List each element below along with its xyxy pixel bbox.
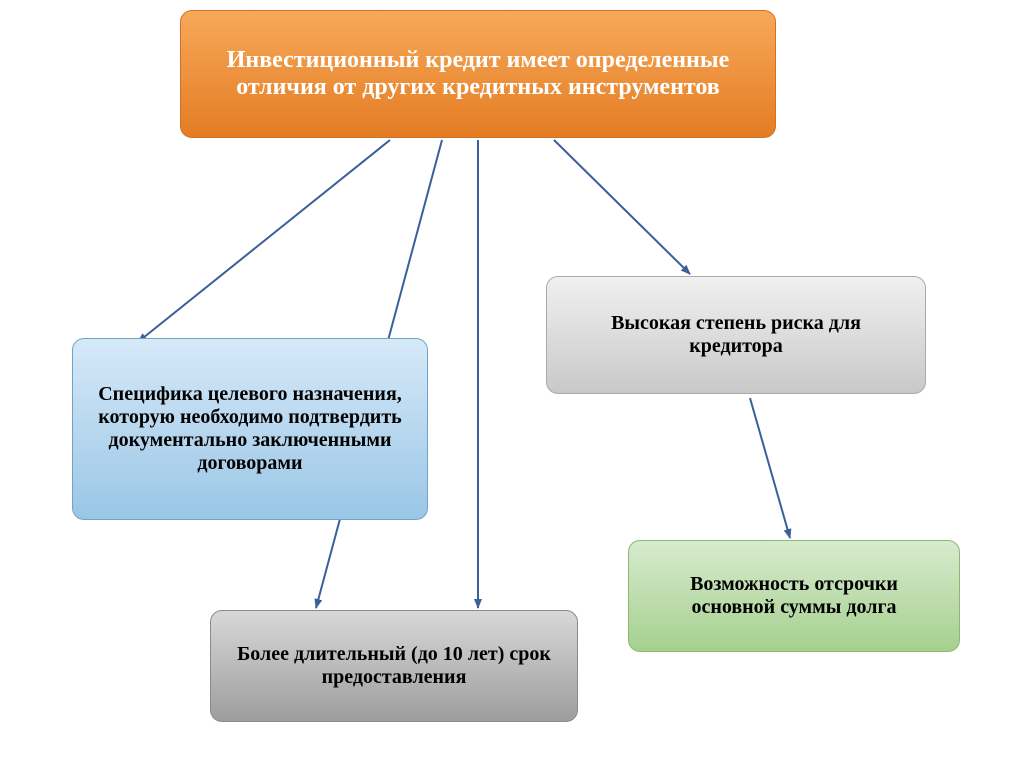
blue-node-text: Специфика целевого назначения, которую н… — [91, 383, 409, 475]
blue-node: Специфика целевого назначения, которую н… — [72, 338, 428, 520]
grey-top-node: Высокая степень риска для кредитора — [546, 276, 926, 394]
green-node-text: Возможность отсрочки основной суммы долг… — [647, 573, 941, 619]
header-node: Инвестиционный кредит имеет определенные… — [180, 10, 776, 138]
green-node: Возможность отсрочки основной суммы долг… — [628, 540, 960, 652]
header-text: Инвестиционный кредит имеет определенные… — [199, 47, 757, 101]
grey-bottom-node: Более длительный (до 10 лет) срок предос… — [210, 610, 578, 722]
grey-top-text: Высокая степень риска для кредитора — [565, 312, 907, 358]
grey-bottom-text: Более длительный (до 10 лет) срок предос… — [229, 643, 559, 689]
